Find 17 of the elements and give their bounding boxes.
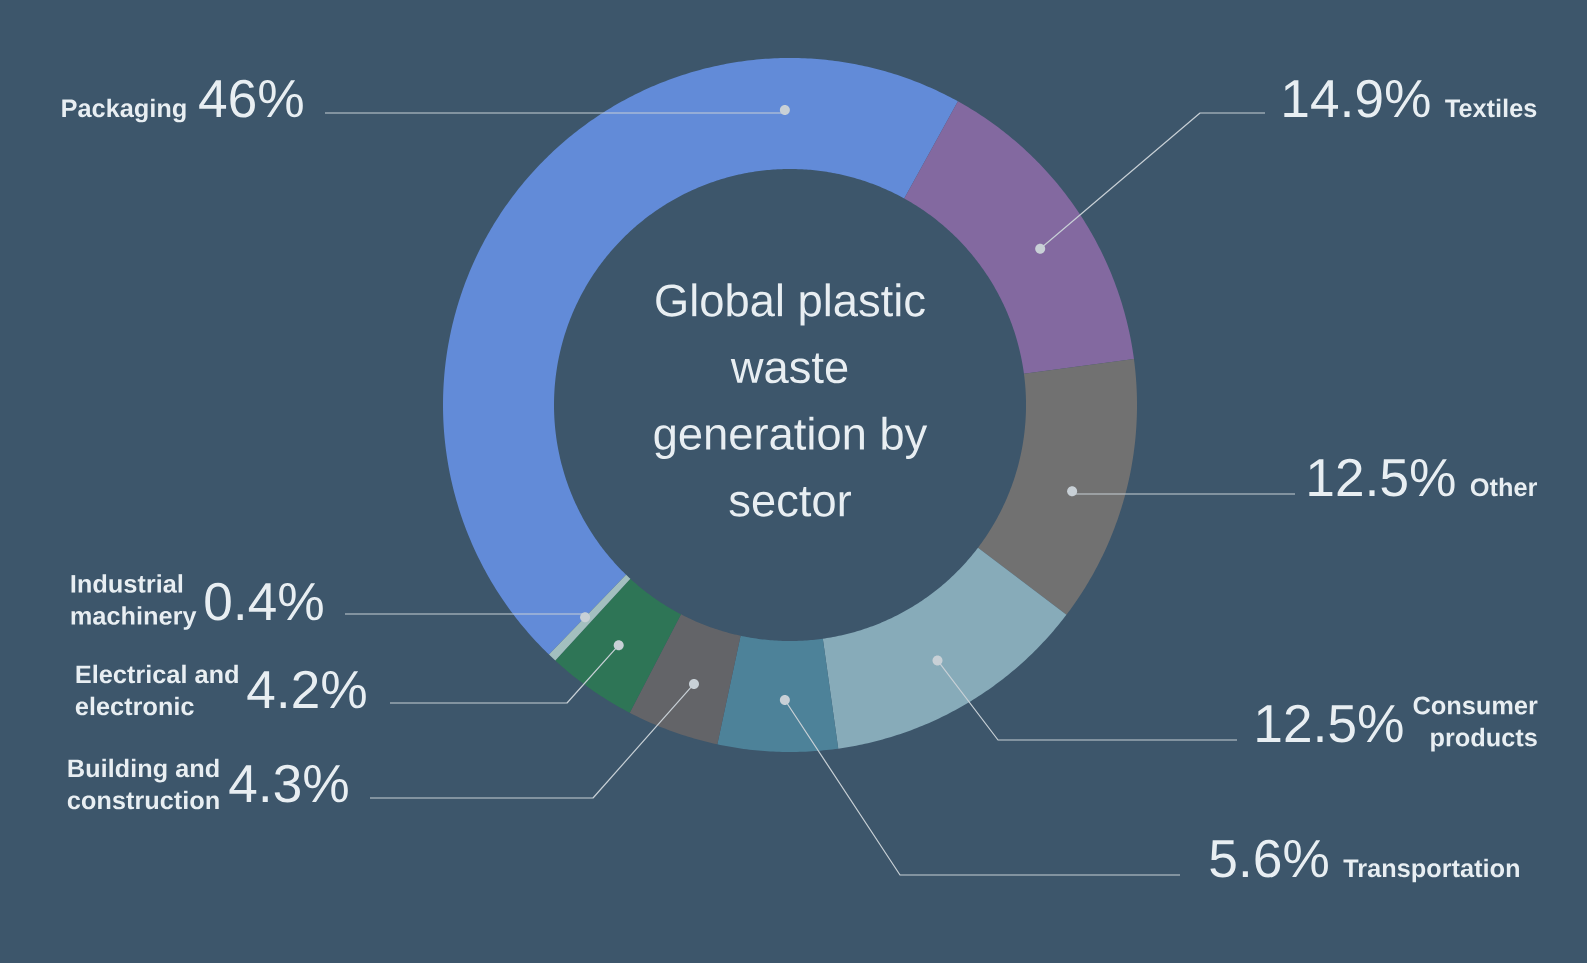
slice-label: Electrical and electronic (75, 664, 238, 716)
slice-label: Consumer products (1413, 696, 1538, 752)
data-label: 5.6% (1210, 839, 1328, 878)
data-label: 12.5% (1257, 704, 1403, 743)
data-label: 12.5% (1309, 458, 1455, 497)
data-label: 14.9% (1284, 79, 1430, 118)
slice-label: Building and construction (67, 758, 219, 810)
slice-label: Packaging (62, 98, 186, 123)
slice-label: Industrial machinery (71, 574, 197, 630)
data-label: 4.2% (247, 670, 366, 709)
data-label: 46% (199, 79, 303, 118)
slice-label: Textiles (1445, 98, 1537, 118)
slice-label: Other (1470, 477, 1538, 497)
data-label: 4.3% (229, 764, 348, 803)
data-label: 0.4% (205, 582, 323, 621)
text: Global plastic waste generation by sector (654, 283, 928, 517)
slice-label: Transportation (1343, 858, 1519, 883)
